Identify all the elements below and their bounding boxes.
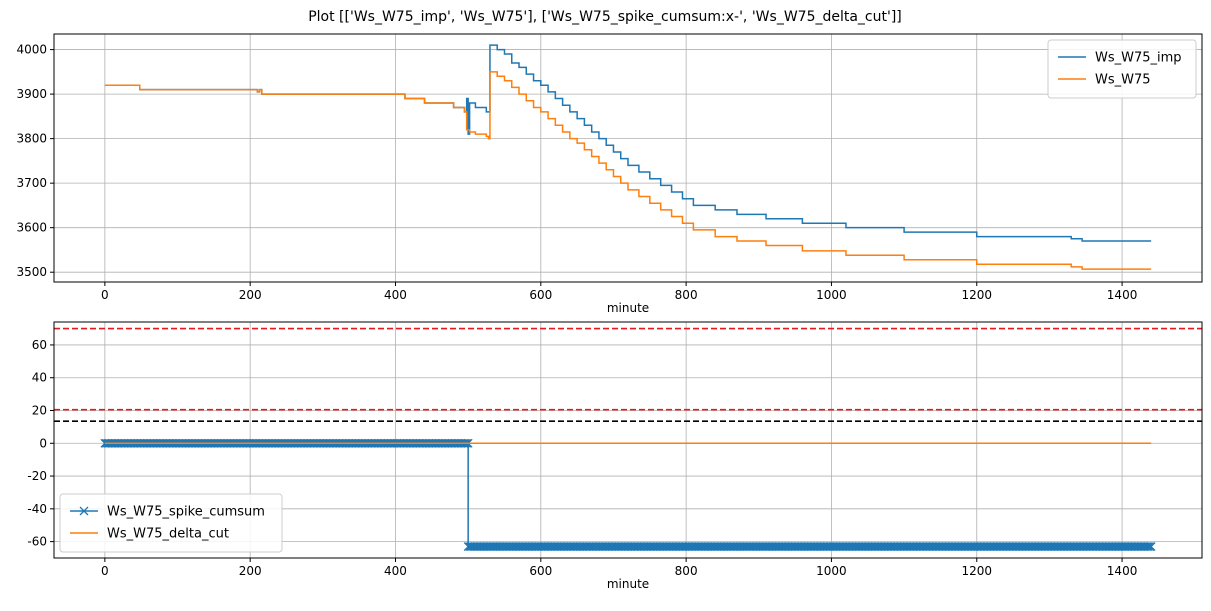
figure-title: Plot [['Ws_W75_imp', 'Ws_W75'], ['Ws_W75… (308, 9, 902, 25)
y-tick-label: 4000 (16, 43, 47, 57)
x-tick-label: 1000 (816, 288, 847, 302)
x-tick-label: 600 (529, 288, 552, 302)
x-tick-label: 200 (239, 564, 262, 578)
x-tick-label: 0 (101, 564, 109, 578)
y-tick-label: 3600 (16, 221, 47, 235)
x-tick-label: 1200 (961, 564, 992, 578)
x-tick-label: 1000 (816, 564, 847, 578)
y-tick-label: -40 (27, 502, 47, 516)
top-legend: Ws_W75_imp Ws_W75 (1047, 39, 1197, 99)
y-tick-label: 20 (32, 404, 47, 418)
top-subplot: 0 200 400 600 800 1000 1200 1400 3500 3600 3700 380… (16, 33, 1203, 315)
y-tick-label: 3500 (16, 265, 47, 279)
x-axis-label: minute (607, 301, 649, 315)
x-marker (1145, 542, 1155, 551)
x-tick-label: 800 (675, 564, 698, 578)
legend-box (1047, 39, 1197, 99)
x-marker (1143, 542, 1153, 551)
series-line-Ws_W75_imp (104, 44, 1152, 242)
y-tick-label: 3700 (16, 176, 47, 190)
legend-entry-label: Ws_W75 (1095, 73, 1151, 88)
legend-box (59, 493, 283, 553)
legend-entry-label: Ws_W75_delta_cut (107, 527, 229, 542)
x-tick-label: 400 (384, 564, 407, 578)
top-grid (54, 34, 1202, 282)
x-marker (1146, 542, 1156, 551)
y-tick-label: 60 (32, 338, 47, 352)
x-tick-label: 1400 (1107, 288, 1138, 302)
y-tick-label: -60 (27, 535, 47, 549)
y-tick-label: 3900 (16, 87, 47, 101)
legend-entry-label: Ws_W75_spike_cumsum (107, 505, 265, 520)
legend-entry-label: Ws_W75_imp (1095, 51, 1182, 66)
y-tick-label: 0 (39, 436, 47, 450)
x-tick-label: 1200 (961, 288, 992, 302)
bottom-subplot: 0 200 400 600 800 1000 1200 1400 -60 -40 -20 0 20 40 6… (27, 321, 1203, 591)
bottom-legend: Ws_W75_spike_cumsum Ws_W75_delta_cut (59, 493, 283, 553)
y-tick-label: 3800 (16, 132, 47, 146)
legend-marker-x (79, 506, 89, 516)
y-tick-label: -20 (27, 469, 47, 483)
x-tick-label: 1400 (1107, 564, 1138, 578)
x-tick-label: 800 (675, 288, 698, 302)
top-axes-frame (53, 33, 1203, 283)
x-axis-label: minute (607, 577, 649, 591)
x-tick-label: 400 (384, 288, 407, 302)
x-marker (1142, 542, 1152, 551)
series-line-Ws_W75 (104, 71, 1152, 270)
y-tick-label: 40 (32, 371, 47, 385)
x-tick-label: 200 (239, 288, 262, 302)
x-tick-label: 600 (529, 564, 552, 578)
bottom-axes-frame (53, 321, 1203, 559)
x-tick-label: 0 (101, 288, 109, 302)
